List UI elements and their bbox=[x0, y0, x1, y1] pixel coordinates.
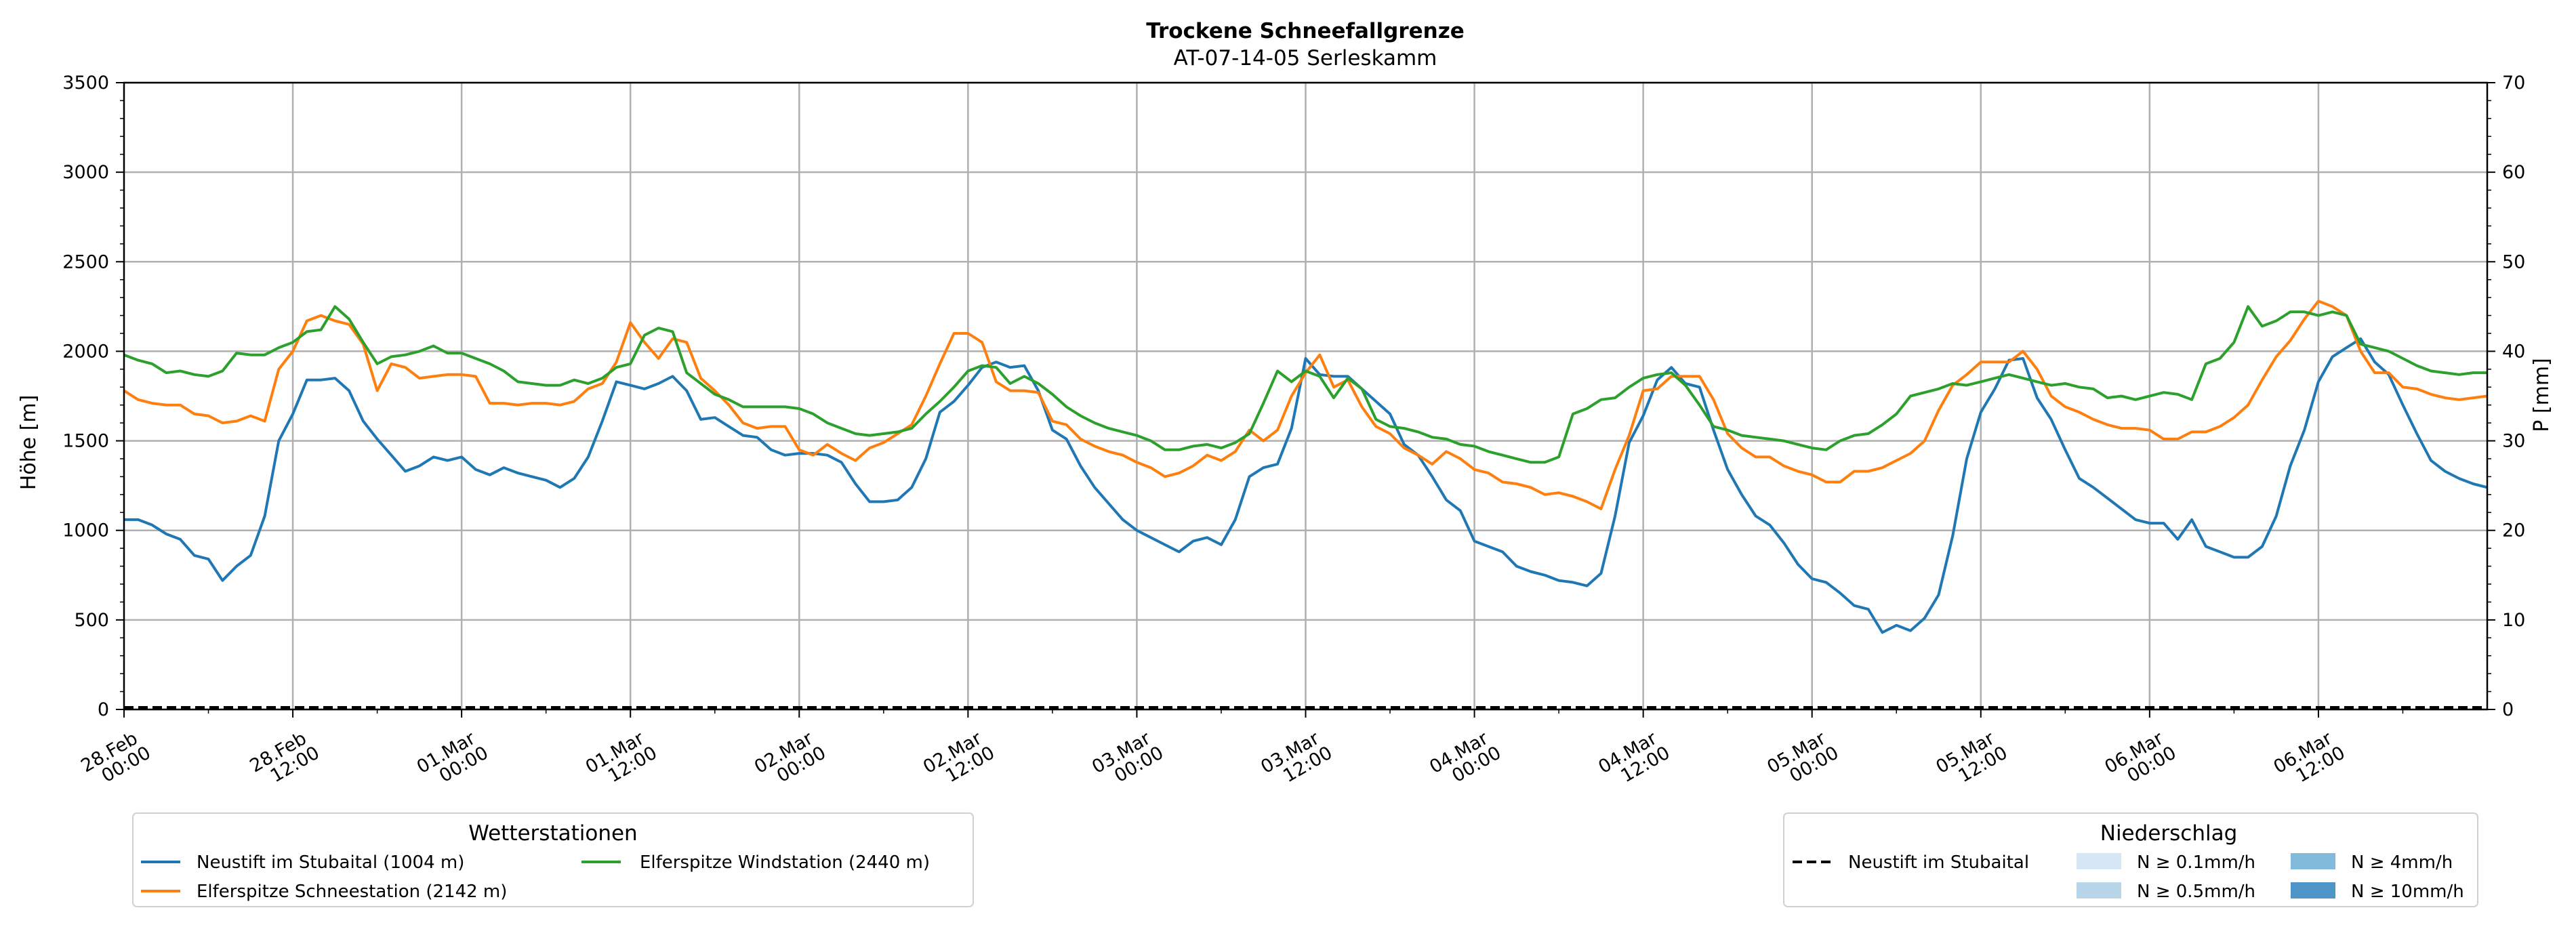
y-tick-label: 500 bbox=[74, 610, 109, 631]
legend-stations-title: Wetterstationen bbox=[468, 821, 637, 846]
x-tick-label: 02.Mar00:00 bbox=[751, 726, 830, 794]
x-tick-label: 01.Mar12:00 bbox=[582, 726, 661, 794]
legend-stations: Wetterstationen Neustift im Stubaital (1… bbox=[132, 812, 974, 907]
series-line bbox=[124, 337, 2488, 634]
legend-label-precip-01: N ≥ 0.1mm/h bbox=[2137, 852, 2255, 873]
y2-tick-label: 60 bbox=[2502, 162, 2525, 183]
y-tick-label: 3000 bbox=[62, 162, 109, 183]
x-tick-label: 04.Mar00:00 bbox=[1426, 726, 1505, 794]
grid-lines bbox=[124, 81, 2487, 711]
y-tick-label: 2500 bbox=[62, 251, 109, 272]
y-tick-label: 1000 bbox=[62, 520, 109, 541]
legend-label-neustift: Neustift im Stubaital (1004 m) bbox=[197, 852, 464, 873]
y2-tick-label: 50 bbox=[2502, 251, 2525, 272]
series-line bbox=[123, 300, 2488, 510]
x-tick-label: 02.Mar12:00 bbox=[920, 726, 998, 794]
y2-tick-label: 10 bbox=[2502, 610, 2525, 631]
x-tick-label: 28.Feb00:00 bbox=[77, 726, 154, 793]
x-tick-label: 01.Mar00:00 bbox=[413, 726, 492, 794]
x-tick-label: 04.Mar12:00 bbox=[1595, 726, 1673, 794]
legend-swatch-precip-10 bbox=[2291, 882, 2335, 899]
x-tick-label: 03.Mar12:00 bbox=[1257, 726, 1336, 794]
series-line bbox=[123, 305, 2487, 464]
y-axis-label: Höhe [m] bbox=[17, 395, 41, 491]
axes bbox=[116, 81, 2495, 718]
x-tick-label: 06.Mar12:00 bbox=[2270, 726, 2349, 794]
y2-tick-label: 30 bbox=[2502, 431, 2525, 452]
x-tick-label: 03.Mar00:00 bbox=[1088, 726, 1167, 794]
legend-label-precip-4: N ≥ 4mm/h bbox=[2351, 852, 2453, 873]
legend-label-precip-10: N ≥ 10mm/h bbox=[2351, 882, 2464, 902]
y-tick-label: 0 bbox=[98, 699, 109, 720]
chart-title: Trockene Schneefallgrenze bbox=[1146, 19, 1465, 43]
y2-axis-label: P [mm] bbox=[2530, 358, 2554, 432]
legend-swatch-precip-05 bbox=[2077, 882, 2121, 899]
legend-precip-line-label: Neustift im Stubaital bbox=[1848, 852, 2029, 873]
legend-label-elfer-schnee: Elferspitze Schneestation (2142 m) bbox=[197, 882, 507, 902]
legend-swatch-precip-01 bbox=[2077, 853, 2121, 869]
y-tick-label: 3500 bbox=[62, 73, 109, 94]
y2-tick-label: 40 bbox=[2502, 341, 2525, 362]
x-tick-label: 05.Mar00:00 bbox=[1763, 726, 1842, 794]
x-tick-label: 05.Mar12:00 bbox=[1932, 726, 2011, 794]
legend-label-elfer-wind: Elferspitze Windstation (2440 m) bbox=[640, 852, 930, 873]
legend-precip-title: Niederschlag bbox=[2100, 821, 2238, 846]
x-tick-label: 06.Mar00:00 bbox=[2102, 726, 2180, 794]
y2-tick-label: 70 bbox=[2502, 73, 2525, 94]
chart-subtitle: AT-07-14-05 Serleskamm bbox=[1174, 46, 1437, 70]
y-tick-label: 2000 bbox=[62, 341, 109, 362]
legend-label-precip-05: N ≥ 0.5mm/h bbox=[2137, 882, 2255, 902]
plot-series bbox=[123, 300, 2488, 709]
legend-precipitation: Niederschlag Neustift im Stubaital N ≥ 0… bbox=[1783, 812, 2478, 907]
y2-tick-label: 0 bbox=[2502, 699, 2514, 720]
y2-tick-label: 20 bbox=[2502, 520, 2525, 541]
plot-frame bbox=[123, 81, 2489, 711]
y-tick-label: 1500 bbox=[62, 431, 109, 452]
x-tick-label: 28.Feb12:00 bbox=[246, 726, 323, 793]
legend-swatch-precip-4 bbox=[2291, 853, 2335, 869]
